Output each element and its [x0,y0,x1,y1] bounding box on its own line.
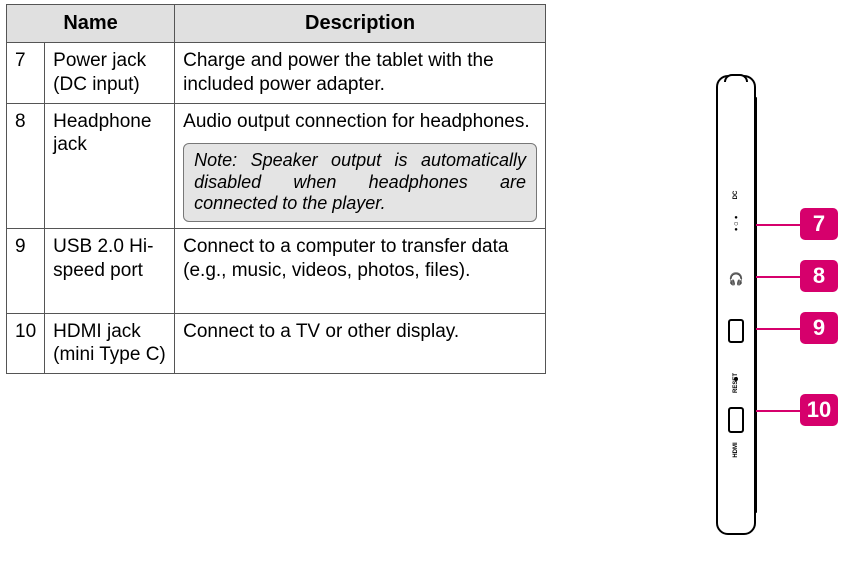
dc-jack-icon: ●○● [729,215,743,233]
reset-label: RESET [733,373,739,393]
callout-badge-9: 9 [800,312,838,344]
leader-line [756,224,800,226]
row-name: Power jack (DC input) [45,43,175,104]
callout-badge-7: 7 [800,208,838,240]
hdmi-port-icon [728,407,744,433]
callout-badge-8: 8 [800,260,838,292]
dc-label: DC [733,191,739,200]
leader-line [756,276,800,278]
device-top-edge [724,74,748,82]
leader-line [756,410,800,412]
row-num: 9 [7,229,45,314]
table-row: 8 Headphone jack Audio output connection… [7,103,546,229]
usb-port-icon [728,319,744,343]
row-desc: Connect to a computer to transfer data (… [175,229,546,314]
row-num: 7 [7,43,45,104]
table-row: 10 HDMI jack (mini Type C) Connect to a … [7,313,546,374]
row-name: USB 2.0 Hi-speed port [45,229,175,314]
headphone-jack-icon: 🎧 [729,272,744,286]
callout-badge-10: 10 [800,394,838,426]
row-desc-text: Audio output connection for headphones. [183,111,530,132]
reset-pinhole-icon [734,377,738,381]
th-description: Description [175,5,546,43]
leader-line [756,328,800,330]
th-name: Name [7,5,175,43]
row-name: HDMI jack (mini Type C) [45,313,175,374]
row-desc: Charge and power the tablet with the inc… [175,43,546,104]
table-row: 9 USB 2.0 Hi-speed port Connect to a com… [7,229,546,314]
row-desc: Audio output connection for headphones. … [175,103,546,229]
note-box: Note: Speaker output is automatically di… [183,143,537,222]
row-name: Headphone jack [45,103,175,229]
ports-table: Name Description 7 Power jack (DC input)… [6,4,546,374]
tablet-side-view: DC ●○● 🎧 RESET HDMI [716,75,756,535]
row-desc: Connect to a TV or other display. [175,313,546,374]
row-num: 8 [7,103,45,229]
table-row: 7 Power jack (DC input) Charge and power… [7,43,546,104]
hdmi-label: HDMI [733,442,739,457]
row-num: 10 [7,313,45,374]
